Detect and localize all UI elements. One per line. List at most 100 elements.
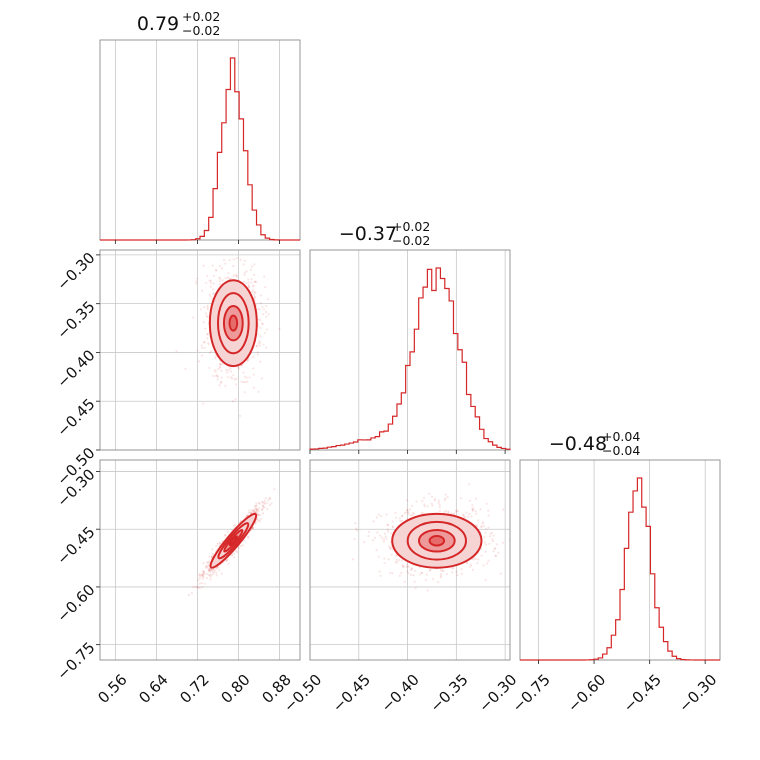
scatter-point [391,525,395,528]
scatter-point [491,539,495,543]
scatter-point [258,340,261,343]
hist-panel-0: 0.79 +0.02−0.02 [99,9,301,244]
scatter-point [220,376,223,379]
scatter-point [532,535,534,537]
scatter-point [253,511,256,514]
scatter-point [233,556,236,559]
scatter-point [218,365,221,368]
scatter-point [461,513,465,516]
scatter-point [403,512,406,515]
scatter-point [267,498,270,501]
scatter-point [412,574,415,577]
scatter-point [433,499,436,502]
scatter-point [378,570,381,573]
scatter-point [201,354,204,357]
scatter-point [480,526,483,529]
scatter-point [386,528,389,531]
scatter-point [224,534,227,537]
scatter-point [422,496,426,500]
scatter-point [202,572,205,575]
scatter-point [423,505,426,508]
x-tick-label: −0.75 [509,671,554,716]
scatter-point [482,524,486,528]
scatter-point [447,511,450,514]
param-title-plus: +0.02 [182,9,220,24]
scatter-point [439,573,443,576]
scatter-point [371,539,374,542]
scatter-point [241,543,244,547]
scatter-point [438,510,441,513]
scatter-point [437,499,441,502]
scatter-point [425,573,428,576]
scatter-point [243,391,246,394]
scatter-point [485,528,488,531]
scatter-point [212,288,215,291]
scatter-point [260,508,263,512]
scatter-point [236,237,238,239]
scatter-point [207,568,211,571]
scatter-point [388,545,391,548]
scatter-point [491,538,494,541]
scatter-point [407,565,410,569]
scatter-point [213,369,216,372]
scatter-point [399,520,402,523]
scatter-point [200,289,204,292]
scatter-point [403,580,406,583]
scatter-point [443,511,446,514]
scatter-point [209,569,212,572]
scatter-point [470,515,473,518]
scatter-point [239,258,242,261]
contour-line [209,512,258,569]
scatter-point [218,363,221,366]
histogram-series [309,267,511,450]
scatter-point [473,557,476,560]
hist-frame [99,39,301,241]
scatter-point [387,558,390,561]
scatter-point [202,264,205,267]
scatter-point [204,566,207,569]
scatter-point [411,504,414,508]
scatter-point [255,280,258,283]
scatter-point [251,526,255,529]
scatter-point [232,264,235,268]
scatter-point [442,570,445,573]
scatter-point [228,277,232,280]
scatter-point [240,364,243,367]
scatter-point [206,306,209,309]
scatter-point [191,316,195,319]
scatter-point [259,335,262,338]
scatter-point [257,513,260,517]
scatter-point [254,521,257,524]
scatter-point [252,511,256,514]
scatter-point [499,572,502,575]
scatter-point [482,564,485,567]
scatter-point [484,531,487,534]
scatter-point [401,564,404,567]
scatter-point [217,368,220,371]
scatter-point [257,390,260,393]
scatter-point [494,547,497,550]
scatter-point [439,574,443,578]
scatter-point [464,516,467,519]
scatter-point [412,512,416,516]
scatter-point [218,384,221,387]
scatter-point [218,541,221,544]
scatter-point [257,519,260,522]
x-tick-label: 0.72 [176,671,212,707]
scatter-point [367,530,371,534]
scatter-point [471,507,474,510]
scatter-point [234,273,237,276]
scatter-point [384,535,387,538]
scatter-point [474,510,477,513]
scatter-point [261,501,265,504]
scatter-point [226,530,229,533]
scatter-point [210,555,213,558]
scatter-point [243,250,246,251]
scatter-point [480,548,483,551]
scatter-point [477,519,480,522]
scatter-point [254,507,257,511]
scatter-point [387,530,390,533]
scatter-point [227,562,230,565]
scatter-point [375,516,378,519]
